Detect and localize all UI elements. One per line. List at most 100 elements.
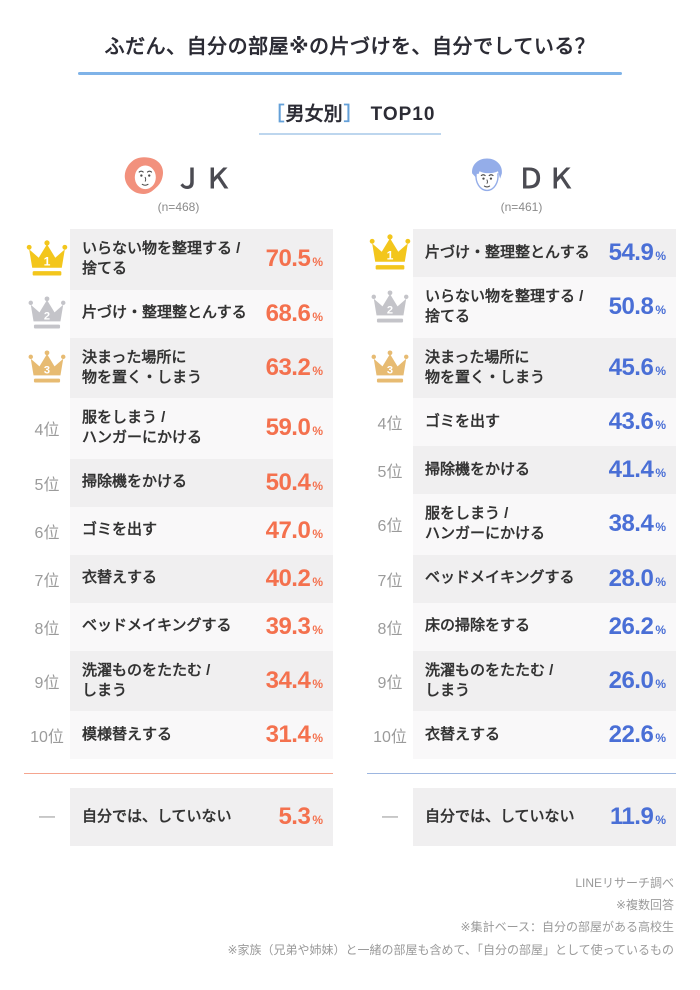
item-label: 衣替えする [425,725,501,743]
percent-value: 54.9% [608,239,666,266]
item-label: 床の掃除をする [425,617,531,635]
rank-cell: 1 [367,229,413,277]
percent-value: 43.6% [608,408,666,435]
item-label: ゴミを出す [82,521,158,539]
row-box: ゴミを出す 47.0% [70,506,333,555]
crown-bronze-icon: 3 [371,350,409,383]
svg-text:1: 1 [44,255,51,269]
close-bracket: ］ [343,104,363,125]
ranking-row: 1 いらない物を整理する / 捨てる 70.5% [24,229,333,290]
rank-cell: 3 [24,338,70,399]
rank-cell: 10位 [24,711,70,759]
crown-bronze-icon: 3 [28,350,66,383]
percent-value: 59.0% [265,414,323,442]
boy-face-icon [466,155,508,197]
rank-label: 5位 [34,476,60,494]
row-box: 洗濯ものをたたむ / しまう 26.0% [413,650,676,711]
rank-cell: 7位 [24,555,70,603]
rank-cell: 4位 [367,398,413,446]
percent-value: 28.0% [608,564,666,592]
item-label: 掃除機をかける [425,460,531,478]
ranking-row: 10位 衣替えする 22.6% [367,711,676,759]
rank-cell: 6位 [24,507,70,555]
row-box: 自分では、していない 5.3% [70,788,333,846]
rank-label: 5位 [377,464,403,481]
crown-gold-icon: 1 [369,234,411,270]
ranking-row: 4位 ゴミを出す 43.6% [367,398,676,446]
percent-value: 68.6% [265,299,323,327]
item-label: ゴミを出す [425,412,501,430]
subtitle-label: 男女別 [285,104,343,125]
jk-sample-size: (n=468) [157,200,200,214]
rank-label: 10位 [373,729,407,746]
rank-cell: 4位 [24,398,70,459]
percent-value: 40.2% [265,564,323,592]
ranking-row: 7位 衣替えする 40.2% [24,554,333,603]
page-title: ふだん、自分の部屋※の片づけを、自分でしている？ [104,36,596,58]
rank-cell: 5位 [367,446,413,494]
dk-column: ＤＫ (n=461) 1 片づけ・整理整とんする 54.9% 2 いらない物を整… [367,155,676,846]
rank-label: 6位 [34,524,60,542]
rank-cell: 2 [24,290,70,338]
row-box: 衣替えする 22.6% [413,711,676,759]
crown-gold-icon: 1 [26,240,68,276]
dk-header: ＤＫ [367,155,676,197]
item-label: ベッドメイキングする [82,617,232,635]
rank-cell: 5位 [24,459,70,507]
footnote-line: LINEリサーチ調べ [575,876,674,890]
rank-label: 9位 [34,674,60,692]
crown-silver-icon: 2 [371,290,409,323]
rank-label: 6位 [377,518,403,536]
rank-cell: 2 [367,277,413,338]
ranking-row: — 自分では、していない 5.3% [24,788,333,846]
rank-cell: 7位 [367,555,413,603]
ranking-row: 9位 洗濯ものをたたむ / しまう 34.4% [24,650,333,711]
row-box: 服をしまう / ハンガーにかける 59.0% [70,398,333,459]
percent-value: 38.4% [608,510,666,538]
row-box: 床の掃除をする 26.2% [413,602,676,651]
ranking-columns: ＪＫ (n=468) 1 いらない物を整理する / 捨てる 70.5% 2 片づ… [24,155,676,846]
percent-value: 11.9% [609,803,666,830]
rank-label: 8位 [377,620,403,638]
rank-cell: — [24,788,70,846]
row-box: ゴミを出す 43.6% [413,398,676,446]
dk-ranking-list: 1 片づけ・整理整とんする 54.9% 2 いらない物を整理する / 捨てる 5… [367,229,676,846]
row-box: 自分では、していない 11.9% [413,788,676,846]
jk-ranking-list: 1 いらない物を整理する / 捨てる 70.5% 2 片づけ・整理整とんする 6… [24,229,333,846]
item-label: 服をしまう / ハンガーにかける [82,409,203,447]
item-label: 洗濯ものをたたむ / しまう [425,661,554,699]
footnotes: LINEリサーチ調べ ※複数回答 ※集計ベース：自分の部屋がある高校生 ※家族（兄弟や… [24,872,676,961]
rank-cell: 9位 [367,651,413,712]
row-box: 決まった場所に 物を置く・しまう 63.2% [70,337,333,398]
percent-value: 34.4% [265,666,323,694]
percent-value: 26.2% [608,612,666,640]
ranking-row: 8位 床の掃除をする 26.2% [367,602,676,651]
percent-value: 31.4% [265,721,323,748]
percent-value: 22.6% [608,721,666,748]
rank-label: — [39,808,55,825]
ranking-row: 9位 洗濯ものをたたむ / しまう 26.0% [367,650,676,712]
ranking-row: 5位 掃除機をかける 50.4% [24,458,333,507]
ranking-row: 1 片づけ・整理整とんする 54.9% [367,229,676,277]
ranking-row: 4位 服をしまう / ハンガーにかける 59.0% [24,398,333,459]
jk-column: ＪＫ (n=468) 1 いらない物を整理する / 捨てる 70.5% 2 片づ… [24,155,333,846]
item-label: 片づけ・整理整とんする [82,304,247,322]
ranking-row: 6位 ゴミを出す 47.0% [24,506,333,555]
ranking-row: 3 決まった場所に 物を置く・しまう 63.2% [24,337,333,399]
percent-value: 63.2% [265,353,323,381]
open-bracket: ［ [265,104,285,125]
item-label: 自分では、していない [82,807,232,825]
row-box: 片づけ・整理整とんする 54.9% [413,229,676,277]
item-label: いらない物を整理する / 捨てる [425,288,584,326]
row-box: 片づけ・整理整とんする 68.6% [70,289,333,338]
rank-label: 4位 [377,416,403,433]
rank-cell: 8位 [367,603,413,651]
row-box: 掃除機をかける 41.4% [413,446,676,494]
subtitle-text: ［男女別］ TOP10 [258,99,442,135]
rank-label: 10位 [30,729,64,746]
svg-text:3: 3 [44,365,50,377]
row-box: 決まった場所に 物を置く・しまう 45.6% [413,337,676,398]
rank-label: 7位 [34,572,60,590]
item-label: 洗濯ものをたたむ / しまう [82,661,211,699]
